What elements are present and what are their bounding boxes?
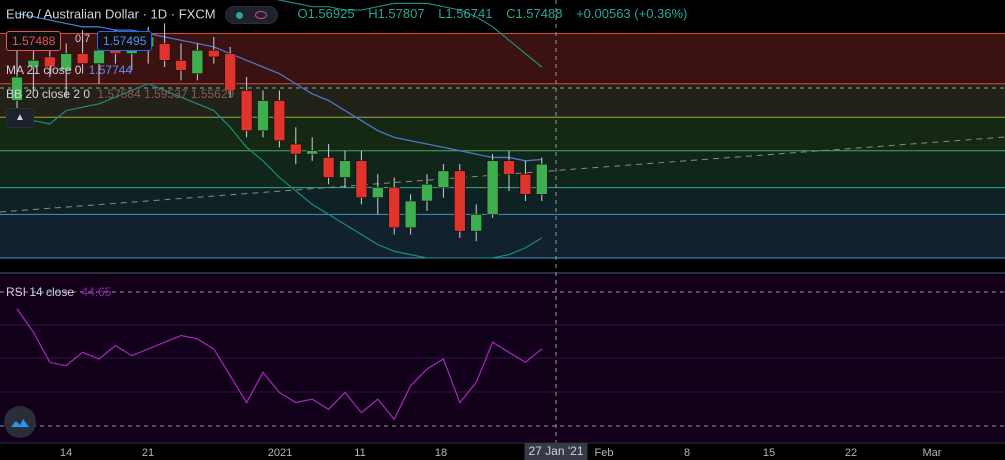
candle-body [76,53,89,64]
candle-body [93,50,105,64]
time-axis-label: 21 [141,447,155,459]
candle-body [503,160,515,175]
ohlc-change: +0.00563 (+0.36%) [576,6,688,22]
status-pill[interactable] [225,6,278,24]
time-axis-label: 14 [59,447,73,459]
ohlc-open: O1.56925 [297,6,355,22]
candle-body [306,150,318,155]
candle-body [175,60,187,71]
candle-body [388,187,400,229]
fib-zone [0,150,1005,188]
bb-lower-line [16,83,543,259]
candle-body [486,160,499,215]
ma-label: MA 21 close 0 [6,63,82,77]
ma-legend[interactable]: MA 21 close 0 1.57744 [6,63,132,77]
candle-body [290,143,302,155]
symbol-legend: Euro / Australian Dollar · 1D · FXCM O1.… [6,6,687,24]
rsi-legend[interactable]: RSI 14 close 44.65 [6,285,111,299]
ma-line [16,12,542,162]
time-axis-label: Feb [594,447,614,459]
candle-body [240,90,253,131]
fib-zone [0,83,1005,118]
crosshair-date-label: 27 Jan '21 [524,443,588,460]
candle-body [257,100,269,131]
candle-body [421,184,433,202]
rsi-value: 44.65 [81,285,112,299]
tradingview-logo[interactable] [4,406,36,438]
time-axis-label: Mar [922,447,942,459]
fib-zone [0,117,1005,151]
time-axis-label: 11 [354,447,366,459]
chevron-up-icon: ▲ [15,112,25,123]
time-axis-label: 8 [683,447,691,459]
candle-body [519,173,532,195]
trend-line [0,136,1005,213]
buy-price-button[interactable]: 1.57495 [97,31,153,51]
bb-label: BB 20 close 2 0 [6,87,91,101]
visibility-icon[interactable] [254,11,267,19]
spread-value: 0.7 [75,33,91,45]
rsi-pane [0,274,1005,444]
candle-body [339,160,351,178]
collapse-legend-button[interactable]: ▲ [6,108,34,128]
time-axis-label: 2021 [267,447,293,459]
candle-body [322,157,335,178]
candle-body [27,60,40,68]
candle-body [44,56,56,68]
candle-body [404,200,417,229]
candle-body [11,76,23,101]
interval-label[interactable]: 1D [150,6,168,22]
candle-body [355,160,368,198]
candle-body [273,100,286,141]
time-axis-label: 22 [844,447,858,459]
ohlc-close: C1.57488 [506,6,563,22]
candle-body [208,50,220,58]
candle-body [158,43,171,61]
market-open-icon [236,12,244,19]
candle-body [536,163,548,195]
candle-body [372,187,384,198]
time-axis-label: 15 [762,447,776,459]
candle-body [60,53,72,71]
exchange-label: FXCM [178,6,216,22]
rsi-label: RSI 14 close [6,285,75,299]
symbol-name: Euro / Australian Dollar [6,6,139,22]
rsi-line [16,308,543,421]
time-axis-bg [0,443,1005,460]
candle-body [454,170,466,232]
time-axis-label: 18 [434,447,448,459]
ohlc-high: H1.57807 [368,6,425,22]
bb-legend[interactable]: BB 20 close 2 0 1.57584 1.59537 1.55629 [6,87,234,101]
bb-values: 1.57584 1.59537 1.55629 [97,87,235,101]
candle-body [470,214,482,232]
fib-zone [0,214,1005,258]
logo-icon [11,419,29,427]
fib-zone [0,187,1005,215]
candle-body [437,170,450,188]
candle-body [191,50,204,74]
bb-upper-line [276,0,543,68]
candle-body [224,53,236,91]
sell-price-button[interactable]: 1.57488 [6,31,62,51]
ma-value: 1.57744 [88,63,133,77]
ohlc-low: L1.56741 [438,6,493,22]
